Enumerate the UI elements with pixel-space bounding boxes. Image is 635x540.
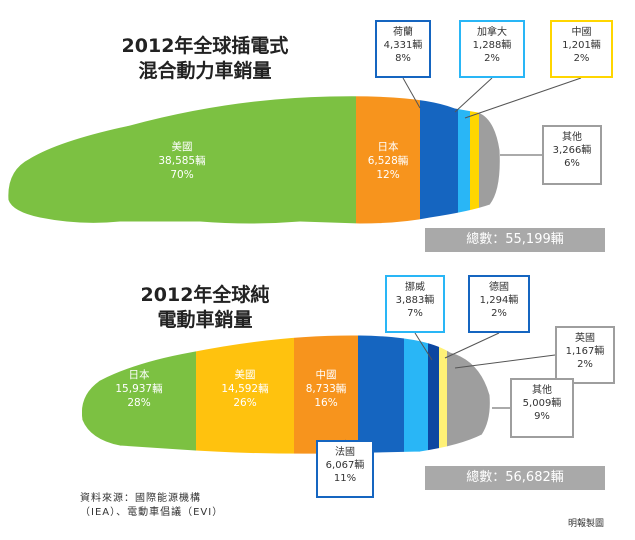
bev-bar-segment-4 xyxy=(404,334,429,455)
callout-value: 4,331輛 xyxy=(383,40,423,51)
phev-bar-segment-3 xyxy=(458,95,471,224)
callout-value: 1,288輛 xyxy=(472,40,512,51)
bev-bar-segment-2 xyxy=(294,334,359,455)
bev-chart-title: 2012年全球純電動車銷量 xyxy=(110,283,300,333)
phev-segment-label-0-2: 70% xyxy=(170,169,193,181)
source-line-2: （IEA）、電動車倡議（EVI） xyxy=(80,507,224,518)
bev-total-badge: 總數：56,682輛 xyxy=(425,466,605,490)
callout-value: 1,294輛 xyxy=(479,295,519,306)
callout-name: 其他 xyxy=(562,132,582,143)
source-line-1: 資料來源：國際能源機構 xyxy=(80,493,201,504)
callout-percent: 9% xyxy=(534,411,550,422)
callout-value: 1,167輛 xyxy=(565,346,605,357)
callout-value: 3,266輛 xyxy=(552,145,592,156)
bev-callout-germany: 德國 1,294輛 2% xyxy=(468,275,530,333)
bev-bar-segment-3 xyxy=(358,334,405,455)
source-note: 資料來源：國際能源機構 （IEA）、電動車倡議（EVI） xyxy=(80,492,300,520)
leader-lines xyxy=(344,77,582,453)
callout-name: 德國 xyxy=(489,282,509,293)
callout-name: 英國 xyxy=(575,333,595,344)
bev-segment-label-0-0: 日本 xyxy=(129,368,150,381)
bev-callout-uk: 英國 1,167輛 2% xyxy=(555,326,615,384)
bev-car-outline xyxy=(80,334,491,455)
callout-percent: 8% xyxy=(395,53,411,64)
phev-chart-title-text: 2012年全球插電式混合動力車銷量 xyxy=(121,35,289,82)
phev-chart-title: 2012年全球插電式混合動力車銷量 xyxy=(90,34,320,84)
bev-segment-label-1-0: 美國 xyxy=(235,368,256,381)
bev-bar-segment-6 xyxy=(439,334,448,455)
callout-name: 中國 xyxy=(571,27,592,38)
phev-segment-label-1-1: 6,528輛 xyxy=(368,154,409,167)
phev-total-badge: 總數：55,199輛 xyxy=(425,228,605,252)
phev-callout-china: 中國 1,201輛 2% xyxy=(550,20,613,78)
phev-segment-label-0-1: 38,585輛 xyxy=(158,154,205,167)
callout-percent: 7% xyxy=(407,308,423,319)
callout-name: 法國 xyxy=(335,447,355,458)
phev-callout-canada: 加拿大 1,288輛 2% xyxy=(459,20,525,78)
bev-segment-label-0-2: 28% xyxy=(127,397,150,409)
leader-line xyxy=(454,77,493,113)
bev-bar-segment-7 xyxy=(447,334,491,455)
phev-bar-segment-5 xyxy=(479,95,501,224)
callout-percent: 2% xyxy=(484,53,500,64)
phev-segment-label-0-0: 美國 xyxy=(172,140,193,153)
credit-note: 明報製圖 xyxy=(568,519,605,529)
callout-value: 5,009輛 xyxy=(522,398,562,409)
callout-percent: 11% xyxy=(333,473,357,484)
bev-segment-label-1-2: 26% xyxy=(233,397,256,409)
callout-value: 3,883輛 xyxy=(395,295,435,306)
bev-callout-france: 法國 6,067輛 11% xyxy=(316,440,374,498)
bev-callout-norway: 挪威 3,883輛 7% xyxy=(385,275,445,333)
phev-bar-segment-1 xyxy=(356,95,421,224)
leader-line xyxy=(444,332,500,359)
callout-percent: 2% xyxy=(577,359,593,370)
callout-name: 挪威 xyxy=(405,282,425,293)
bev-callout-other: 其他 5,009輛 9% xyxy=(510,378,574,438)
bev-bar-segment-5 xyxy=(428,334,440,455)
phev-segment-label-1-0: 日本 xyxy=(378,140,399,153)
leader-line xyxy=(464,77,582,119)
bev-bar-segment-1 xyxy=(196,334,295,455)
phev-callout-other: 其他 3,266輛 6% xyxy=(542,125,602,185)
callout-name: 加拿大 xyxy=(477,27,507,38)
callout-percent: 2% xyxy=(491,308,507,319)
bev-segment-label-2-1: 8,733輛 xyxy=(306,382,347,395)
phev-bar-segment-4 xyxy=(470,95,480,224)
bev-chart-title-text: 2012年全球純電動車銷量 xyxy=(140,284,270,331)
phev-car-outline xyxy=(7,95,501,225)
leader-line xyxy=(402,77,421,109)
callout-value: 1,201輛 xyxy=(562,40,601,51)
bev-segment-label-1-1: 14,592輛 xyxy=(221,382,268,395)
callout-percent: 2% xyxy=(573,53,590,64)
phev-callout-netherlands: 荷蘭 4,331輛 8% xyxy=(375,20,431,78)
bev-segment-label-0-1: 15,937輛 xyxy=(115,382,162,395)
leader-line xyxy=(414,332,433,361)
phev-bar-segment-2 xyxy=(420,95,459,224)
callout-name: 其他 xyxy=(532,385,552,396)
bev-segment-label-2-0: 中國 xyxy=(316,368,337,381)
leader-line xyxy=(454,354,556,369)
callout-percent: 6% xyxy=(564,158,580,169)
callout-value: 6,067輛 xyxy=(325,460,365,471)
callout-name: 荷蘭 xyxy=(393,27,413,38)
phev-segment-label-1-2: 12% xyxy=(376,169,399,181)
bev-segment-label-2-2: 16% xyxy=(314,397,337,409)
